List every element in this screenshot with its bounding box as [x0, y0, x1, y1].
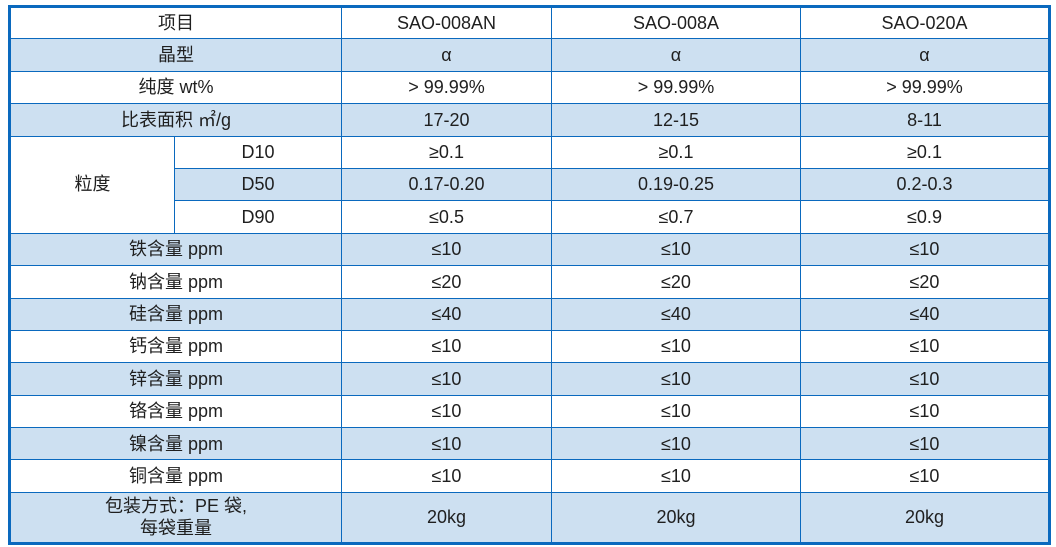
- cell-value: ≤20: [341, 265, 552, 299]
- cell-value: ≤10: [341, 394, 552, 429]
- cell-value: ≤10: [800, 427, 1050, 461]
- cell-value: ≤10: [551, 362, 801, 396]
- cell-value: ≤10: [800, 232, 1050, 267]
- row-iron-content: 铁含量 ppm ≤10 ≤10 ≤10: [9, 232, 1050, 267]
- packaging-label-line2: 每袋重量: [140, 518, 212, 539]
- cell-value: ≥0.1: [341, 135, 552, 169]
- cell-value: ≤40: [551, 297, 801, 331]
- cell-value: 0.19-0.25: [551, 167, 801, 202]
- sub-row-label: D50: [174, 167, 342, 202]
- cell-value: ≤10: [551, 232, 801, 267]
- particle-size-merged-label: 粒度: [9, 135, 175, 234]
- row-label: 钙含量 ppm: [9, 329, 342, 364]
- cell-value: 8-11: [800, 103, 1050, 137]
- cell-value: ≤0.5: [341, 200, 552, 234]
- row-zinc-content: 锌含量 ppm ≤10 ≤10 ≤10: [9, 362, 1050, 396]
- cell-value: ≤10: [341, 232, 552, 267]
- header-row: 项目 SAO-008AN SAO-008A SAO-020A: [9, 5, 1050, 40]
- cell-value: 20kg: [551, 491, 801, 544]
- cell-value: α: [800, 38, 1050, 72]
- cell-value: ≤0.7: [551, 200, 801, 234]
- cell-value: 20kg: [341, 491, 552, 544]
- cell-value: ≤40: [341, 297, 552, 331]
- cell-value: 12-15: [551, 103, 801, 137]
- cell-value: ≤10: [551, 427, 801, 461]
- row-surface-area: 比表面积 ㎡/g 17-20 12-15 8-11: [9, 103, 1050, 137]
- row-chromium-content: 铬含量 ppm ≤10 ≤10 ≤10: [9, 394, 1050, 429]
- row-copper-content: 铜含量 ppm ≤10 ≤10 ≤10: [9, 459, 1050, 493]
- cell-value: ≤10: [551, 329, 801, 364]
- cell-value: > 99.99%: [341, 70, 552, 105]
- cell-value: ≤10: [800, 329, 1050, 364]
- cell-value: ≥0.1: [800, 135, 1050, 169]
- cell-value: 17-20: [341, 103, 552, 137]
- cell-value: ≤10: [341, 427, 552, 461]
- row-silicon-content: 硅含量 ppm ≤40 ≤40 ≤40: [9, 297, 1050, 331]
- row-particle-d50: D50 0.17-0.20 0.19-0.25 0.2-0.3: [10, 167, 1050, 202]
- row-particle-d90: D90 ≤0.5 ≤0.7 ≤0.9: [10, 200, 1050, 234]
- row-label: 晶型: [9, 38, 342, 72]
- cell-value: ≤10: [551, 394, 801, 429]
- cell-value: ≤10: [800, 394, 1050, 429]
- cell-value: ≥0.1: [551, 135, 801, 169]
- row-label: 锌含量 ppm: [9, 362, 342, 396]
- sub-row-label: D10: [174, 135, 342, 169]
- row-label: 纯度 wt%: [9, 70, 342, 105]
- cell-value: ≤0.9: [800, 200, 1050, 234]
- sub-row-label: D90: [174, 200, 342, 234]
- cell-value: α: [551, 38, 801, 72]
- product-spec-table: 项目 SAO-008AN SAO-008A SAO-020A 晶型 α α α …: [8, 5, 1051, 545]
- row-label: 钠含量 ppm: [9, 265, 342, 299]
- row-particle-d10: 粒度 D10 ≥0.1 ≥0.1 ≥0.1: [9, 135, 1050, 234]
- row-nickel-content: 镍含量 ppm ≤10 ≤10 ≤10: [9, 427, 1050, 461]
- packaging-label: 包装方式：PE 袋, 每袋重量: [9, 491, 342, 544]
- cell-value: > 99.99%: [800, 70, 1050, 105]
- cell-value: ≤10: [800, 459, 1050, 493]
- packaging-label-line1: 包装方式：PE 袋,: [104, 495, 247, 516]
- row-sodium-content: 钠含量 ppm ≤20 ≤20 ≤20: [9, 265, 1050, 299]
- cell-value: ≤20: [800, 265, 1050, 299]
- row-label: 比表面积 ㎡/g: [9, 103, 342, 137]
- cell-value: 0.2-0.3: [800, 167, 1050, 202]
- row-label: 铬含量 ppm: [9, 394, 342, 429]
- cell-value: 0.17-0.20: [341, 167, 552, 202]
- row-label: 铜含量 ppm: [9, 459, 342, 493]
- row-calcium-content: 钙含量 ppm ≤10 ≤10 ≤10: [9, 329, 1050, 364]
- product-header-sao-008an: SAO-008AN: [341, 5, 552, 40]
- cell-value: 20kg: [800, 491, 1050, 544]
- cell-value: ≤10: [551, 459, 801, 493]
- row-crystal-type: 晶型 α α α: [9, 38, 1050, 72]
- cell-value: ≤20: [551, 265, 801, 299]
- row-purity: 纯度 wt% > 99.99% > 99.99% > 99.99%: [9, 70, 1050, 105]
- cell-value: α: [341, 38, 552, 72]
- cell-value: > 99.99%: [551, 70, 801, 105]
- product-header-sao-008a: SAO-008A: [551, 5, 801, 40]
- cell-value: ≤40: [800, 297, 1050, 331]
- header-item-cell: 项目: [9, 5, 342, 40]
- row-packaging: 包装方式：PE 袋, 每袋重量 20kg 20kg 20kg: [9, 491, 1050, 544]
- row-label: 硅含量 ppm: [9, 297, 342, 331]
- row-label: 镍含量 ppm: [9, 427, 342, 461]
- product-header-sao-020a: SAO-020A: [800, 5, 1050, 40]
- row-label: 铁含量 ppm: [9, 232, 342, 267]
- cell-value: ≤10: [341, 459, 552, 493]
- cell-value: ≤10: [341, 329, 552, 364]
- cell-value: ≤10: [341, 362, 552, 396]
- cell-value: ≤10: [800, 362, 1050, 396]
